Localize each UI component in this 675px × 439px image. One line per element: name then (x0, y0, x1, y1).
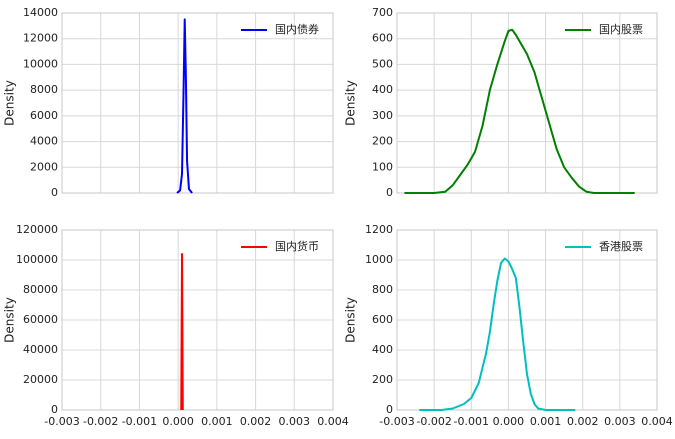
plot-area (61, 12, 334, 194)
x-tick-label: 0.000 (493, 415, 525, 428)
x-tick-label: -0.001 (454, 415, 489, 428)
series-line (176, 18, 193, 194)
y-tick-label: 8000 (30, 83, 58, 96)
y-tick-label: 0 (51, 186, 58, 199)
subplot: 020000400006000080000100000120000-0.003-… (3, 223, 349, 428)
subplot: 0 100 200 300 400 500 600 700 Density 国内股票 (344, 6, 658, 199)
y-tick-label: 12000 (23, 32, 58, 45)
subplot: 0 200 400 600 800 1000 1200 -0.003 -0.002 -0.001 0… (344, 223, 673, 428)
y-tick-label: 200 (372, 373, 393, 386)
y-tick-label: 500 (372, 57, 393, 70)
legend-label: 国内货币 (275, 239, 319, 253)
x-tick-label: -0.002 (83, 415, 118, 428)
x-tick-label: 0.000 (162, 415, 194, 428)
plot-border (61, 229, 334, 411)
x-tick-label: -0.001 (122, 415, 157, 428)
legend-label: 香港股票 (599, 240, 643, 253)
y-axis-label: Density (3, 80, 17, 126)
y-axis-label: Density (344, 80, 358, 126)
y-tick-label: 120000 (16, 223, 58, 236)
y-tick-label: 14000 (23, 6, 58, 19)
x-tick-label: 0.004 (317, 415, 349, 428)
y-tick-label: 200 (372, 135, 393, 148)
x-tick-label: 0.002 (240, 415, 272, 428)
x-tick-label: 0.001 (530, 415, 562, 428)
x-tick-label: 0.001 (201, 415, 233, 428)
y-tick-label: 80000 (23, 283, 58, 296)
x-tick-label: 0.003 (279, 415, 311, 428)
y-tick-label: 100000 (16, 253, 58, 266)
y-tick-label: 60000 (23, 313, 58, 326)
series-line (180, 253, 184, 411)
y-tick-label: 400 (372, 83, 393, 96)
y-axis-label: Density (3, 297, 17, 343)
y-tick-label: 4000 (30, 135, 58, 148)
x-tick-label: -0.003 (379, 415, 414, 428)
series-line (419, 257, 576, 411)
y-tick-label: 600 (372, 32, 393, 45)
series-line (404, 28, 635, 194)
legend-label: 国内股票 (599, 22, 643, 36)
y-tick-label: 10000 (23, 57, 58, 70)
y-tick-label: 100 (372, 160, 393, 173)
y-tick-label: 2000 (30, 160, 58, 173)
x-tick-label: 0.002 (567, 415, 599, 428)
y-axis-label: Density (344, 297, 358, 343)
plot-border (61, 12, 334, 194)
y-tick-label: 20000 (23, 373, 58, 386)
x-tick-label: -0.002 (416, 415, 451, 428)
y-tick-label: 600 (372, 313, 393, 326)
y-tick-label: 0 (386, 403, 393, 416)
y-tick-label: 1000 (365, 253, 393, 266)
y-tick-label: 1200 (365, 223, 393, 236)
subplot: 0 2000 4000 6000 8000 10000 12000 14000 Density 国… (3, 6, 334, 199)
legend-label: 国内债券 (275, 22, 319, 36)
y-tick-label: 400 (372, 343, 393, 356)
y-tick-label: 700 (372, 6, 393, 19)
x-tick-label: 0.003 (604, 415, 636, 428)
y-tick-label: 300 (372, 109, 393, 122)
y-tick-label: 40000 (23, 343, 58, 356)
y-tick-label: 6000 (30, 109, 58, 122)
plot-area (396, 12, 658, 194)
x-tick-label: 0.004 (641, 415, 673, 428)
plot-border (396, 229, 658, 411)
y-tick-label: 800 (372, 283, 393, 296)
x-tick-label: -0.003 (44, 415, 79, 428)
y-tick-label: 0 (51, 403, 58, 416)
y-tick-label: 0 (386, 186, 393, 199)
plot-border (396, 12, 658, 194)
